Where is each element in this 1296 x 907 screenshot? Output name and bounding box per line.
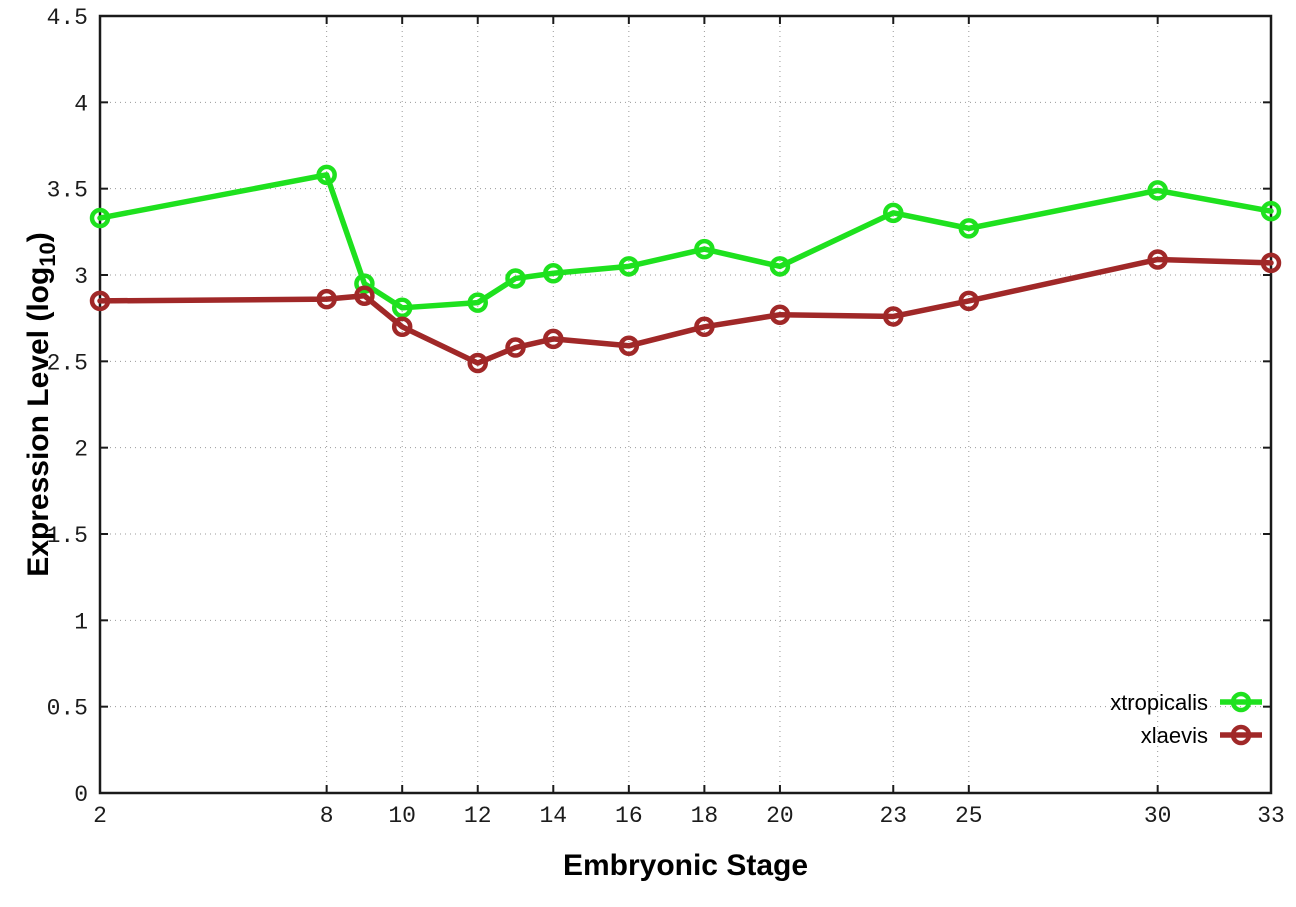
data-point-marker-xlaevis (505, 337, 526, 358)
data-point-marker-xlaevis (543, 328, 564, 350)
legend-marker-sample (1230, 691, 1252, 713)
x-tick-label: 25 (955, 803, 983, 829)
data-point-marker-xlaevis (467, 352, 488, 374)
legend-entry-xlaevis: xlaevis (1141, 723, 1262, 748)
x-tick-label: 33 (1257, 803, 1285, 829)
data-point-marker-xtropicalis (391, 297, 413, 319)
y-tick-label: 0.5 (47, 696, 88, 722)
data-point-marker-xtropicalis (618, 256, 640, 277)
data-point-marker-xtropicalis (505, 268, 526, 289)
legend-marker-sample (1230, 724, 1252, 746)
plot-border (98, 14, 1273, 795)
data-point-marker-xtropicalis (958, 218, 980, 239)
legend-label-xlaevis: xlaevis (1141, 723, 1208, 748)
data-point-marker-xlaevis (769, 304, 791, 325)
x-tick-label: 2 (93, 803, 107, 829)
data-point-marker-xtropicalis (89, 207, 111, 229)
tick-labels: 2 8 10 12 14 16 18 20 23 25 30 33 0 0.5 1 1.5 2 2.5 3 3.5 4 4… (47, 5, 1285, 829)
y-tick-label: 1 (74, 609, 88, 635)
legend-entry-xtropicalis: xtropicalis (1110, 690, 1262, 715)
x-tick-label: 16 (615, 803, 643, 829)
x-axis-label: Embryonic Stage (563, 849, 808, 882)
x-tick-label: 20 (766, 803, 794, 829)
data-point-marker-xtropicalis (1260, 200, 1282, 222)
data-point-marker-xlaevis (391, 316, 413, 338)
data-point-marker-xtropicalis (769, 256, 791, 277)
data-point-marker-xtropicalis (354, 273, 375, 294)
data-point-marker-xtropicalis (1147, 180, 1168, 201)
data-point-marker-xlaevis (1260, 252, 1282, 274)
data-point-marker-xlaevis (1147, 249, 1168, 270)
y-tick-label: 4 (74, 91, 88, 117)
y-tick-label: 4.5 (47, 5, 88, 31)
data-point-marker-xtropicalis (694, 238, 715, 260)
legend-label-xtropicalis: xtropicalis (1110, 690, 1208, 715)
legend: xtropicalis xlaevis (1110, 690, 1262, 748)
data-point-marker-xtropicalis (543, 263, 564, 284)
x-tick-label: 18 (691, 803, 719, 829)
y-tick-label: 2 (74, 437, 88, 463)
data-point-marker-xtropicalis (883, 202, 904, 224)
y-tick-label: 3 (74, 264, 88, 290)
x-tick-label: 8 (320, 803, 334, 829)
y-tick-label: 0 (74, 782, 88, 808)
series-line-xtropicalis (97, 172, 1274, 311)
x-tick-label: 10 (388, 803, 416, 829)
x-tick-label: 23 (879, 803, 907, 829)
grid (100, 16, 1271, 793)
data-point-marker-xlaevis (694, 316, 715, 338)
series-xtropicalis (89, 164, 1282, 319)
series-xlaevis (89, 249, 1282, 374)
x-tick-label: 14 (539, 803, 567, 829)
y-axis-label: Expression Level (log10) (22, 232, 60, 577)
data-point-marker-xlaevis (883, 306, 904, 327)
y-tick-label: 3.5 (47, 178, 88, 204)
tick-marks (99, 15, 1272, 794)
y-tick-label: 1.5 (47, 523, 88, 549)
data-point-marker-xlaevis (618, 335, 640, 357)
x-tick-label: 30 (1144, 803, 1172, 829)
data-point-marker-xlaevis (958, 290, 980, 312)
data-point-marker-xlaevis (354, 285, 375, 306)
data-point-marker-xlaevis (316, 288, 337, 310)
data-point-marker-xtropicalis (316, 164, 337, 186)
x-tick-label: 12 (464, 803, 492, 829)
y-tick-label: 2.5 (47, 350, 88, 376)
data-point-marker-xtropicalis (467, 292, 488, 313)
data-point-marker-xlaevis (89, 290, 111, 312)
